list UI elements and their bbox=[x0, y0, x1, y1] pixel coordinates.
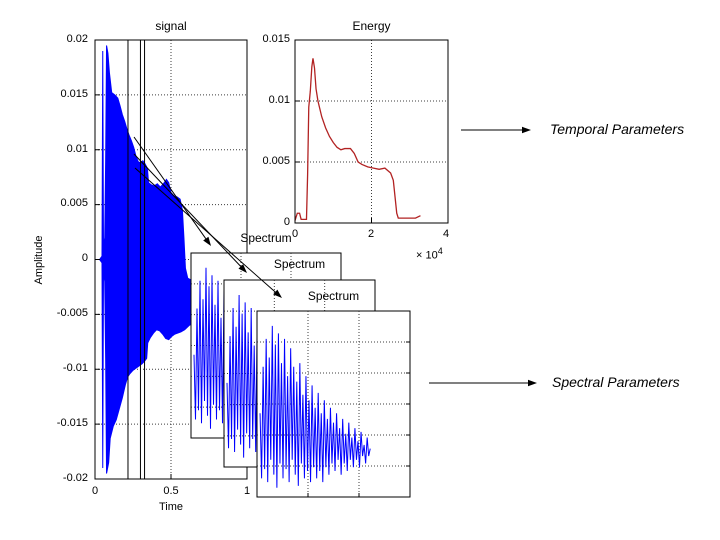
signal-ytick-label: 0.01 bbox=[66, 143, 88, 155]
spectrum-window-title-2: Spectrum bbox=[273, 257, 326, 271]
energy-ytick-label: 0.015 bbox=[262, 33, 290, 45]
signal-xtick-label: 0.5 bbox=[163, 485, 179, 497]
energy-xscale-exponent: 4 bbox=[437, 246, 443, 256]
signal-ytick-label: -0.005 bbox=[56, 307, 88, 319]
energy-ytick-label: 0.01 bbox=[268, 94, 290, 106]
energy-ytick-label: 0 bbox=[283, 216, 290, 228]
signal-ytick-label: 0 bbox=[81, 252, 88, 264]
signal-xtick-label: 0 bbox=[91, 485, 99, 497]
signal-ytick-label: 0.015 bbox=[60, 88, 88, 100]
spectral-parameters-label: Spectral Parameters bbox=[552, 374, 680, 390]
signal-ytick-label: -0.015 bbox=[56, 417, 88, 429]
energy-xscale-label: × 104 bbox=[416, 245, 443, 262]
signal-ytick-label: -0.02 bbox=[62, 472, 88, 484]
spectrum-window-title-1: Spectrum bbox=[240, 231, 292, 245]
signal-ytick-label: 0.005 bbox=[60, 197, 88, 209]
signal-xtick-label: 1 bbox=[243, 485, 251, 497]
signal-plot-title: signal bbox=[155, 19, 187, 33]
energy-ytick-label: 0.005 bbox=[262, 155, 290, 167]
energy-xtick-label: 4 bbox=[442, 228, 450, 240]
signal-xlabel: Time bbox=[158, 501, 184, 513]
energy-plot-title: Energy bbox=[352, 19, 391, 33]
energy-xscale-base: × 10 bbox=[416, 249, 438, 262]
energy-xtick-label: 2 bbox=[367, 228, 375, 240]
energy-xtick-label: 0 bbox=[291, 228, 299, 240]
signal-ytick-label: -0.01 bbox=[62, 362, 88, 374]
temporal-parameters-label: Temporal Parameters bbox=[550, 121, 685, 137]
signal-ytick-label: 0.02 bbox=[66, 33, 88, 45]
signal-ylabel: Amplitude bbox=[33, 235, 45, 285]
spectrum-window-title-3: Spectrum bbox=[307, 289, 360, 303]
